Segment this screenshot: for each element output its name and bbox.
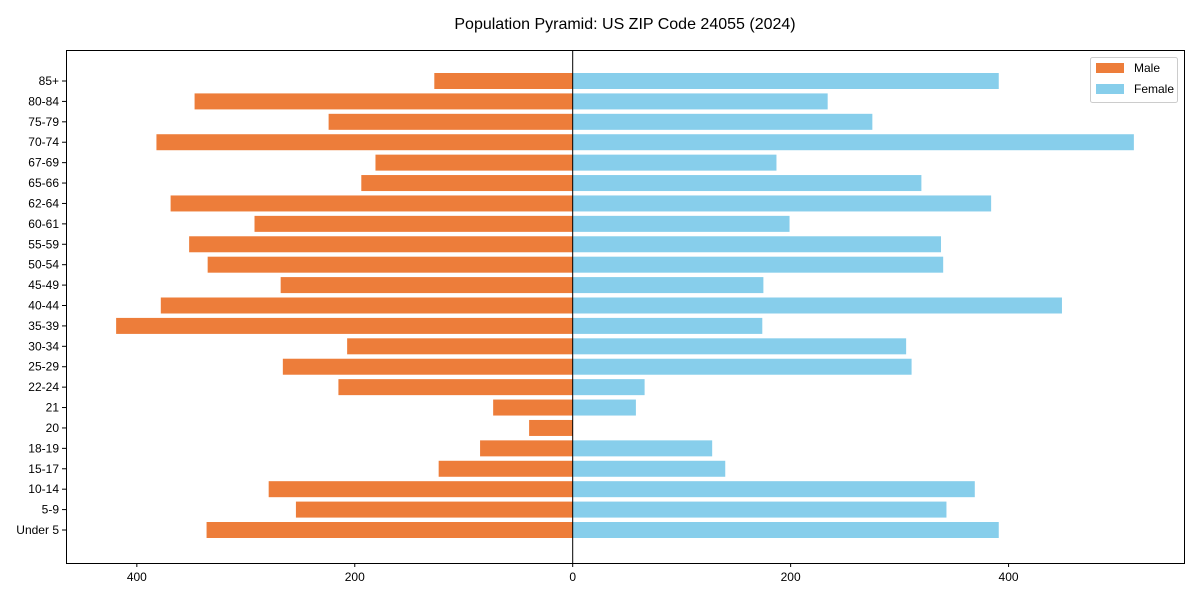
- y-tick-label: 62-64: [28, 196, 59, 210]
- bar-female-40-44: [572, 297, 1062, 314]
- bar-female-30-34: [572, 338, 907, 355]
- y-tick-label: 10-14: [28, 482, 59, 496]
- x-tick-label: 400: [127, 570, 147, 584]
- bar-male-10-14: [268, 481, 573, 498]
- bar-female-18-19: [572, 440, 713, 457]
- bar-male-45-49: [280, 277, 573, 294]
- plot-frame: [66, 50, 1185, 564]
- bar-female-5-9: [572, 501, 947, 518]
- bar-female-67-69: [572, 154, 777, 171]
- x-tick-label: 200: [781, 570, 801, 584]
- bar-female-10-14: [572, 481, 975, 498]
- bar-female-55-59: [572, 236, 942, 253]
- bar-female-45-49: [572, 277, 764, 294]
- bar-female-under-5: [572, 522, 999, 538]
- bar-female-70-74: [572, 134, 1134, 151]
- bar-male-60-61: [254, 215, 573, 232]
- bar-male-22-24: [338, 379, 573, 396]
- bar-male-55-59: [189, 236, 573, 253]
- legend-swatch-male: [1096, 63, 1124, 73]
- bar-male-21: [493, 399, 573, 416]
- bar-female-80-84: [572, 93, 828, 110]
- bar-female-60-61: [572, 215, 790, 232]
- y-tick-label: 5-9: [42, 503, 60, 517]
- bar-female-85-: [572, 73, 999, 89]
- y-tick-label: 55-59: [28, 237, 59, 251]
- bar-male-62-64: [170, 195, 573, 212]
- bar-female-21: [572, 399, 636, 416]
- y-tick-label: 30-34: [28, 339, 59, 353]
- y-tick-label: 75-79: [28, 115, 59, 129]
- y-tick-label: 35-39: [28, 319, 59, 333]
- y-tick-label: 25-29: [28, 360, 59, 374]
- bar-male-40-44: [160, 297, 573, 314]
- bar-female-65-66: [572, 175, 922, 192]
- legend-swatch-female: [1096, 84, 1124, 94]
- y-tick-label: 60-61: [28, 217, 59, 231]
- bar-male-30-34: [347, 338, 573, 355]
- y-tick-label: 80-84: [28, 94, 59, 108]
- y-tick-label: 22-24: [28, 380, 59, 394]
- bar-female-25-29: [572, 358, 912, 375]
- bar-male-under-5: [206, 522, 573, 538]
- bar-male-70-74: [156, 134, 573, 151]
- y-tick-label: 21: [46, 401, 60, 415]
- bar-female-22-24: [572, 379, 645, 396]
- legend-label-male: Male: [1134, 61, 1160, 75]
- legend: Male Female: [1090, 57, 1178, 103]
- bar-male-15-17: [438, 460, 573, 477]
- y-tick-label: 70-74: [28, 135, 59, 149]
- y-tick-label: 65-66: [28, 176, 59, 190]
- bar-male-5-9: [295, 501, 573, 518]
- legend-label-female: Female: [1134, 82, 1174, 96]
- y-tick-label: 15-17: [28, 462, 59, 476]
- bar-female-35-39: [572, 317, 763, 334]
- bar-male-80-84: [194, 93, 573, 110]
- bar-male-20: [529, 419, 573, 436]
- y-tick-label: 50-54: [28, 258, 59, 272]
- x-tick-label: 200: [345, 570, 365, 584]
- x-tick-label: 400: [999, 570, 1019, 584]
- bar-female-62-64: [572, 195, 992, 212]
- bar-male-75-79: [328, 113, 573, 130]
- y-tick-label: 85+: [39, 74, 59, 88]
- bar-male-35-39: [116, 317, 573, 334]
- y-tick-label: 18-19: [28, 441, 59, 455]
- y-tick-label: Under 5: [16, 523, 59, 537]
- y-tick-label: 67-69: [28, 156, 59, 170]
- y-tick-label: 20: [46, 421, 60, 435]
- bar-male-85-: [434, 73, 573, 89]
- bar-male-50-54: [207, 256, 573, 273]
- bar-male-65-66: [361, 175, 573, 192]
- y-tick-label: 45-49: [28, 278, 59, 292]
- bar-female-15-17: [572, 460, 726, 477]
- bar-female-50-54: [572, 256, 944, 273]
- bar-male-25-29: [282, 358, 573, 375]
- bar-female-75-79: [572, 113, 873, 130]
- chart-title: Population Pyramid: US ZIP Code 24055 (2…: [454, 16, 795, 33]
- bar-male-18-19: [480, 440, 573, 457]
- bar-male-67-69: [375, 154, 573, 171]
- y-tick-label: 40-44: [28, 299, 59, 313]
- x-tick-label: 0: [569, 570, 576, 584]
